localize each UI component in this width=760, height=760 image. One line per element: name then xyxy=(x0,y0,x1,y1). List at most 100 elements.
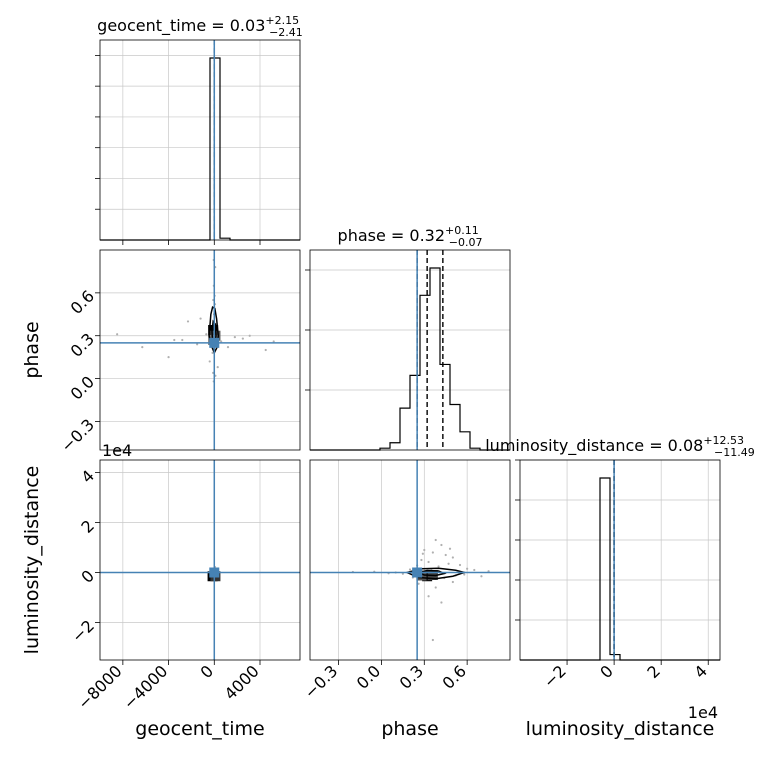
scatter-point xyxy=(427,560,430,564)
scatter-point xyxy=(216,366,219,369)
scatter-point xyxy=(440,543,443,547)
scatter-point xyxy=(434,586,437,589)
axes-frame xyxy=(99,249,301,451)
scatter-point xyxy=(141,346,144,349)
scatter-point xyxy=(451,580,454,584)
scatter-point xyxy=(448,547,452,550)
x-tick-label: −8000 xyxy=(74,661,126,713)
scatter-point xyxy=(458,563,462,567)
scatter-point xyxy=(199,317,202,320)
axes-frame xyxy=(309,249,511,451)
x-axis-label: geocent_time xyxy=(135,718,264,740)
scatter-point xyxy=(480,575,483,578)
scatter-point xyxy=(451,556,454,559)
title-base: phase = 0.32 xyxy=(338,226,445,245)
title-sub: −2.41 xyxy=(269,26,303,39)
scatter-point xyxy=(208,360,211,363)
scatter-point xyxy=(447,562,450,565)
x-axis-label: luminosity_distance xyxy=(526,718,715,740)
histogram-steps xyxy=(520,477,720,661)
x-axis-label: phase xyxy=(381,718,438,740)
axes-frame xyxy=(99,39,301,241)
scatter-point xyxy=(437,565,440,568)
y-tick-label: −2 xyxy=(68,616,98,646)
scatter-point xyxy=(408,568,412,571)
y-tick-label: 0.6 xyxy=(67,286,98,317)
scatter-point xyxy=(431,638,434,642)
title-sup: +2.15 xyxy=(265,14,299,27)
axes-frame xyxy=(519,459,721,661)
scatter-point xyxy=(444,553,447,557)
y-tick-label: 0 xyxy=(77,566,98,587)
x-tick-label: 4000 xyxy=(221,661,263,703)
axes-frame xyxy=(309,459,511,661)
title-sup: +0.11 xyxy=(445,224,479,237)
title-base: geocent_time = 0.03 xyxy=(97,16,265,36)
x-tick-label: 0.0 xyxy=(353,661,384,692)
histogram-steps xyxy=(310,267,510,451)
density-square xyxy=(422,571,433,582)
scatter-point xyxy=(417,582,420,585)
y-tick-label: 2 xyxy=(77,516,98,537)
panel-title: geocent_time = 0.03+2.15 −2.41 xyxy=(97,14,303,39)
y-tick-label: 4 xyxy=(77,466,98,487)
truth-marker xyxy=(209,337,220,348)
y-offset-label: 1e4 xyxy=(102,441,132,460)
title-sub: −0.07 xyxy=(449,236,483,249)
scatter-point xyxy=(233,336,236,339)
panel-geocent-time-vs-luminosity-distance: −8000−4000 0 4000−2024luminosity_distance1… xyxy=(21,441,301,740)
x-tick-label: −0.3 xyxy=(300,661,341,702)
axes-frame xyxy=(99,459,301,661)
y-tick-label: 0.0 xyxy=(67,372,98,403)
scatter-point xyxy=(440,601,443,604)
panel-title: luminosity_distance = 0.08+12.53 −11.49 xyxy=(485,434,755,459)
scatter-point xyxy=(473,568,476,572)
y-axis-label: phase xyxy=(21,321,43,378)
panel-phase-hist: phase = 0.32+0.11 −0.07 xyxy=(305,224,511,451)
y-tick-label: −0.3 xyxy=(57,415,98,456)
x-tick-label: −2 xyxy=(540,661,570,691)
panel-geocent-time-hist: geocent_time = 0.03+2.15 −2.41 xyxy=(95,14,303,245)
scatter-point xyxy=(427,595,430,598)
scatter-point xyxy=(205,333,208,336)
y-tick-label: 0.3 xyxy=(67,329,98,360)
scatter-point xyxy=(241,337,244,340)
histogram-steps xyxy=(100,57,300,241)
scatter-point xyxy=(220,340,223,343)
x-tick-label: 0.6 xyxy=(439,661,470,692)
scatter-point xyxy=(196,343,199,346)
title-base: luminosity_distance = 0.08 xyxy=(485,436,703,456)
scatter-point xyxy=(181,338,184,342)
panel-title: phase = 0.32+0.11 −0.07 xyxy=(338,224,483,249)
scatter-point xyxy=(421,552,424,555)
scatter-point xyxy=(248,334,251,337)
scatter-point xyxy=(226,346,230,349)
scatter-point xyxy=(431,551,434,554)
truth-marker xyxy=(412,567,423,578)
title-sup: +12.53 xyxy=(703,434,744,447)
scatter-point xyxy=(423,548,426,552)
scatter-point xyxy=(434,538,437,542)
scatter-point xyxy=(272,340,275,343)
scatter-point xyxy=(173,338,176,342)
x-tick-label: −4000 xyxy=(120,661,172,713)
panel-phase-vs-luminosity-distance: −0.3 0.0 0.3 0.6 phase xyxy=(300,459,511,740)
panel-luminosity-distance-hist: luminosity_distance = 0.08+12.53 −11.49 −2… xyxy=(485,434,755,740)
scatter-point xyxy=(420,558,423,562)
panel-geocent-time-vs-phase: −0.3 0.0 0.3 0.6 phase xyxy=(21,249,301,456)
scatter-point xyxy=(186,320,190,323)
scatter-point xyxy=(211,351,214,354)
scatter-point xyxy=(167,356,170,359)
scatter-point xyxy=(264,348,267,352)
title-sub: −11.49 xyxy=(714,446,755,459)
contour-line xyxy=(416,569,447,577)
scatter-point xyxy=(466,567,469,570)
density-square xyxy=(208,325,219,335)
x-tick-label: 0.3 xyxy=(396,661,427,692)
scatter-point xyxy=(116,333,119,336)
scatter-point xyxy=(463,573,466,576)
x-offset-label: 1e4 xyxy=(688,703,718,722)
truth-marker xyxy=(209,567,220,578)
y-axis-label: luminosity_distance xyxy=(21,466,43,655)
